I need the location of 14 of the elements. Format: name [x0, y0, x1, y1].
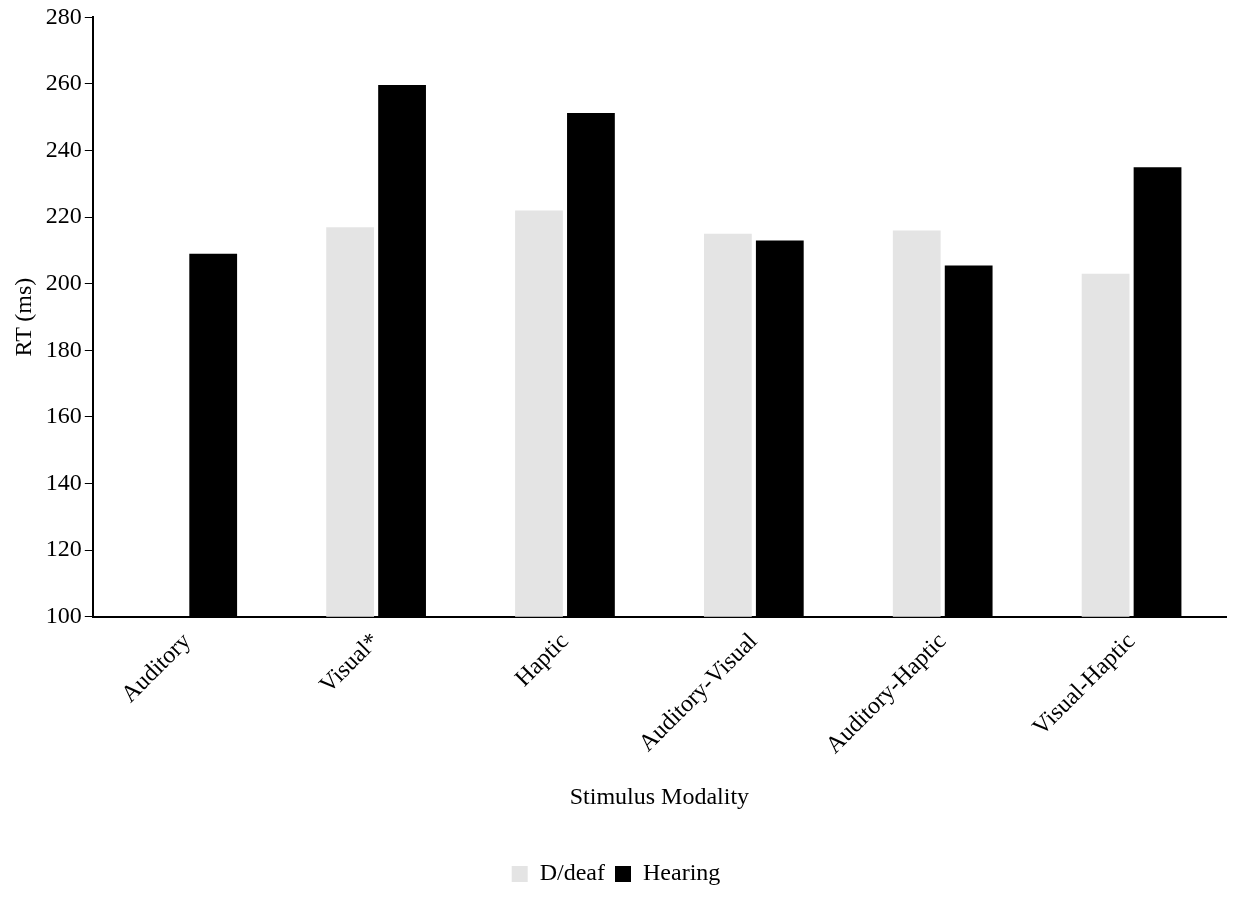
- x-axis-title: Stimulus Modality: [569, 782, 750, 809]
- y-tick-label: 100: [45, 601, 82, 628]
- y-tick-label: 240: [45, 135, 82, 162]
- y-axis-title: RT (ms): [9, 277, 36, 357]
- y-tick-label: 260: [45, 69, 82, 96]
- y-tick-label: 220: [45, 202, 82, 229]
- legend-label: D/deaf: [539, 859, 606, 886]
- y-tick-label: 280: [45, 2, 82, 29]
- y-tick-label: 160: [45, 402, 82, 429]
- y-tick-label: 140: [45, 468, 82, 495]
- y-tick-label: 180: [45, 335, 82, 362]
- y-tick-label: 120: [45, 535, 82, 562]
- y-tick-label: 200: [45, 269, 82, 296]
- legend-label: Hearing: [643, 859, 721, 886]
